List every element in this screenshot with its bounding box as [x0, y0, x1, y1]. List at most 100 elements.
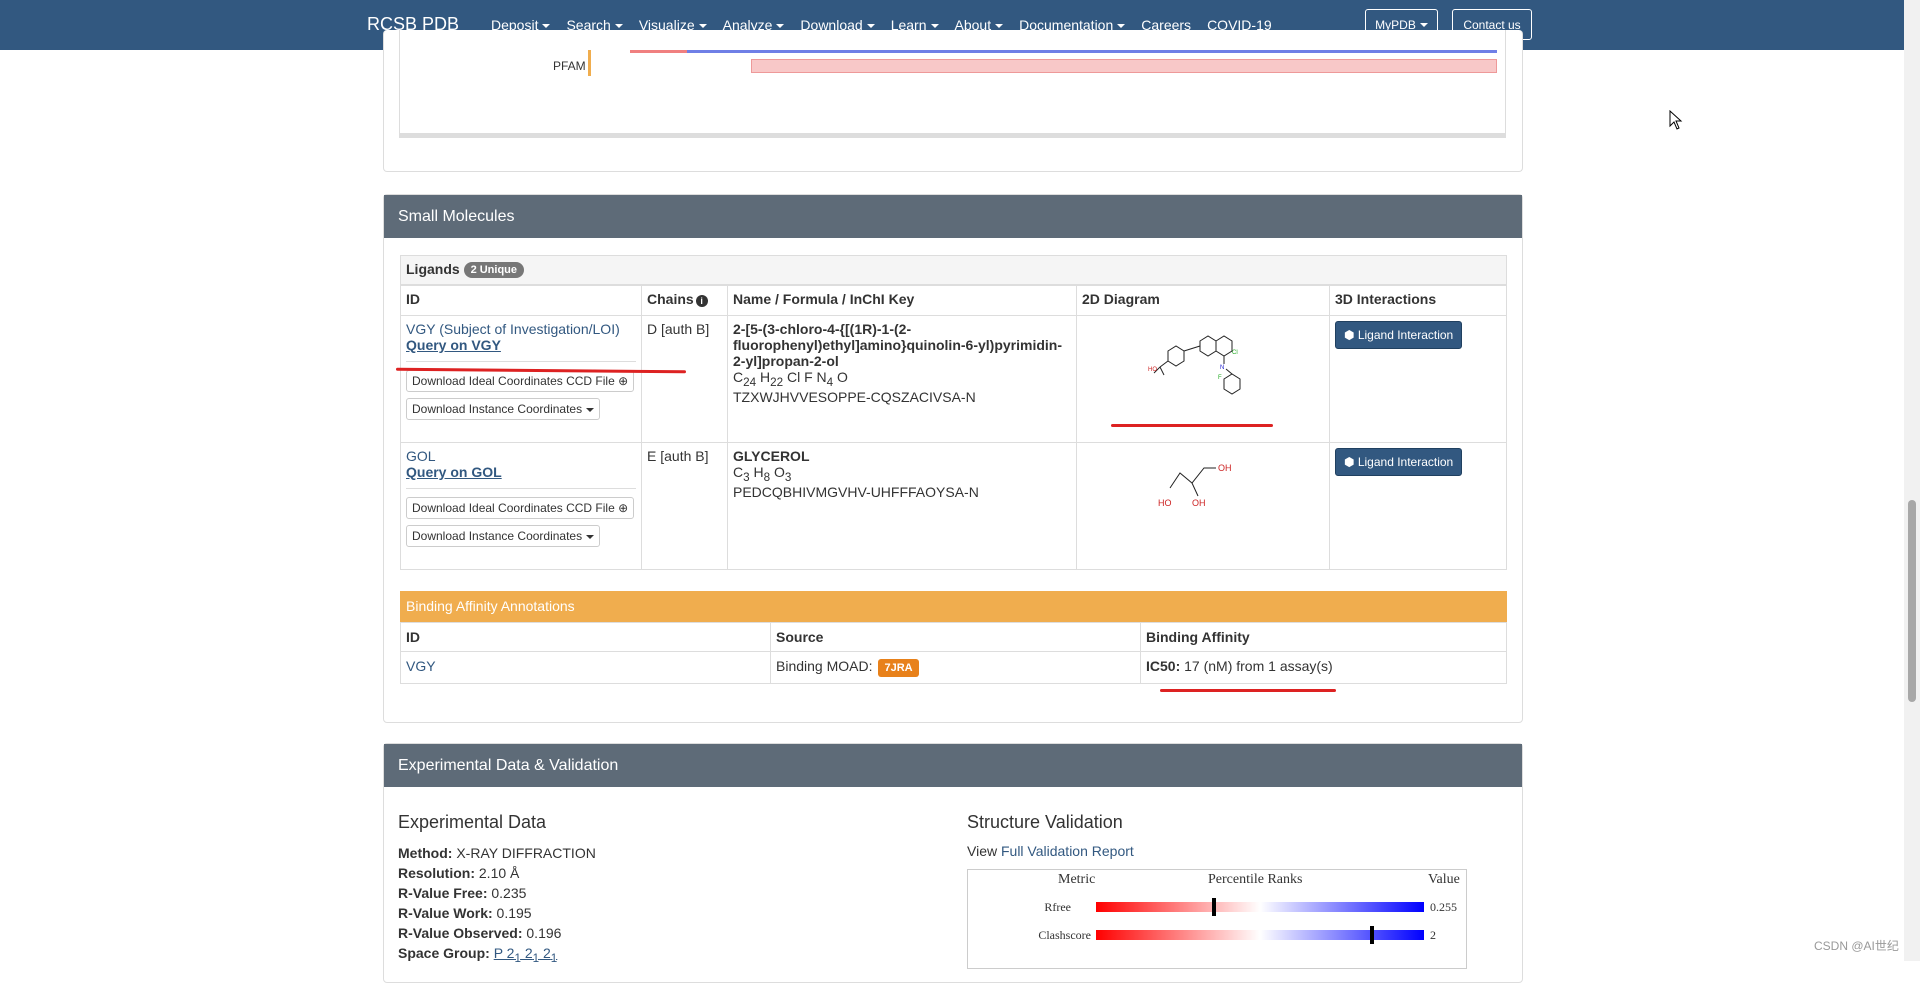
nav-analyze[interactable]: Analyze [715, 17, 793, 33]
cube-icon: ⬢ [1344, 455, 1355, 469]
col-name: Name / Formula / InChI Key [727, 285, 1077, 316]
download-instance-button[interactable]: Download Instance Coordinates [406, 525, 601, 547]
col-id: ID [400, 622, 771, 652]
table-row: VGY Binding MOAD: 7JRA IC50: 17 (nM) from… [400, 651, 1507, 684]
space-group-link[interactable]: P 21 21 21 [493, 945, 558, 965]
nav-covid[interactable]: COVID-19 [1207, 17, 1272, 33]
binding-affinity-cell: IC50: 17 (nM) from 1 assay(s) [1140, 651, 1507, 684]
col-interactions: 3D Interactions [1329, 285, 1507, 316]
caret-down-icon [776, 24, 785, 29]
slider-bar [1096, 930, 1424, 940]
slider-value-header: Value [1428, 872, 1460, 887]
ligand-id-link[interactable]: VGY (Subject of Investigation/LOI) [406, 321, 620, 337]
horizontal-scrollbar[interactable] [399, 133, 1506, 138]
chlorine-atom: Cl [1232, 350, 1238, 356]
interactions-cell: ⬢ Ligand Interaction [1329, 315, 1507, 443]
caret-down-icon [586, 407, 595, 412]
hydroxyl-label: OH [1218, 463, 1232, 473]
track-bar [630, 50, 687, 53]
fluorine-atom: F [1218, 375, 1222, 381]
gol-2d-diagram[interactable]: OH HO OH [1148, 448, 1258, 518]
formula-element: H [759, 369, 771, 385]
slider-marker [1212, 898, 1217, 916]
ligand-interaction-button[interactable]: ⬢ Ligand Interaction [1335, 321, 1463, 349]
col-id: ID [400, 285, 642, 316]
col-affinity: Binding Affinity [1140, 622, 1507, 652]
validation-slider[interactable]: Metric Percentile Ranks Value Rfree 0.25… [967, 869, 1467, 969]
download-ideal-button[interactable]: Download Ideal Coordinates CCD File ⊕ [406, 497, 635, 519]
experimental-data-section: Experimental Data Method: X-RAY DIFFRACT… [398, 812, 596, 969]
caret-down-icon [698, 24, 707, 29]
feature-viewer: PFAM [399, 30, 1506, 138]
panel-heading: Small Molecules [384, 195, 1522, 238]
exp-field: R-Value Work: 0.195 [398, 905, 532, 921]
caret-down-icon [1419, 22, 1428, 27]
slider-marker [1369, 926, 1374, 944]
ligand-interaction-button[interactable]: ⬢ Ligand Interaction [1335, 448, 1463, 476]
brand-logo[interactable]: RCSB PDB [367, 14, 460, 34]
formula-element: C [733, 369, 744, 385]
exp-field: R-Value Free: 0.235 [398, 885, 527, 901]
name-cell: 2-[5-(3-chloro-4-{[(1R)-1-(2-fluoropheny… [727, 315, 1077, 443]
col-diagram: 2D Diagram [1076, 285, 1330, 316]
nav-search[interactable]: Search [558, 17, 630, 33]
download-instance-button[interactable]: Download Instance Coordinates [406, 398, 601, 420]
nav-about[interactable]: About [947, 17, 1012, 33]
query-link[interactable]: Query on VGY [406, 337, 501, 353]
table-header-row: ID Chains i Name / Formula / InChI Key 2D… [400, 285, 1507, 316]
slider-row-value: 2 [1430, 928, 1436, 942]
table-row: GOL Query on GOL Download Ideal Coordina… [400, 442, 1507, 570]
info-icon[interactable]: i [695, 295, 708, 307]
moad-badge[interactable]: 7JRA [878, 659, 919, 677]
chains-cell: E [auth B] [641, 442, 728, 570]
col-source: Source [770, 622, 1141, 652]
nav-download[interactable]: Download [792, 17, 882, 33]
formula: C24 H22 Cl F N4 O [733, 369, 848, 389]
slider-row-name: Rfree [1044, 900, 1071, 914]
ligand-name: 2-[5-(3-chloro-4-{[(1R)-1-(2-fluoropheny… [733, 321, 1062, 369]
exp-field: Method: X-RAY DIFFRACTION [398, 845, 596, 861]
nav-menu: Deposit Search Visualize Analyze Downloa… [483, 0, 1280, 50]
exp-field: R-Value Observed: 0.196 [398, 925, 562, 941]
exp-field: Space Group: P 21 21 21 [398, 945, 558, 965]
download-ideal-button[interactable]: Download Ideal Coordinates CCD File ⊕ [406, 370, 635, 392]
query-link[interactable]: Query on GOL [406, 464, 502, 480]
caret-down-icon [995, 24, 1004, 29]
annotation-underline [1111, 424, 1273, 427]
ligand-id-cell: GOL Query on GOL Download Ideal Coordina… [400, 442, 642, 570]
nav-visualize[interactable]: Visualize [631, 17, 715, 33]
validation-title: Structure Validation [967, 812, 1123, 832]
inchi-key: PEDCQBHIVMGVHV-UHFFFAOYSA-N [733, 483, 979, 500]
slider-percentile-header: Percentile Ranks [1208, 872, 1303, 887]
vgy-2d-diagram[interactable]: Cl N F HO [1148, 321, 1258, 401]
watermark: CSDN @AI世纪 [1814, 939, 1899, 953]
ligand-id-link[interactable]: GOL [406, 448, 436, 464]
caret-down-icon [542, 24, 551, 29]
nav-careers[interactable]: Careers [1141, 17, 1192, 33]
formula: C3 H8 O3 [733, 464, 792, 484]
caret-down-icon [930, 24, 939, 29]
caret-down-icon [614, 24, 623, 29]
ligands-caption: Ligands 2 Unique [400, 255, 1507, 285]
caret-down-icon [866, 24, 875, 29]
binding-id-link[interactable]: VGY [406, 658, 436, 674]
unique-badge: 2 Unique [463, 262, 525, 279]
formula-element: N [816, 369, 827, 385]
slider-bar [1096, 902, 1424, 912]
formula-element: O [837, 369, 848, 385]
name-cell: GLYCEROL C3 H8 O3 PEDCQBHIVMGVHV-UHFFFAO… [727, 442, 1077, 570]
pfam-domain-bar[interactable] [751, 59, 1497, 73]
full-validation-report-link[interactable]: Full Validation Report [1000, 843, 1134, 859]
nav-documentation[interactable]: Documentation [1011, 17, 1133, 33]
experimental-panel: Experimental Data & Validation Experimen… [383, 743, 1523, 983]
pfam-label: PFAM [553, 59, 586, 73]
scroll-thumb[interactable] [1908, 500, 1916, 702]
table-row: VGY (Subject of Investigation/LOI) Query… [400, 315, 1507, 443]
nav-deposit[interactable]: Deposit [483, 17, 558, 33]
formula-element: O [774, 464, 785, 480]
annotation-underline [1160, 689, 1336, 692]
nav-learn[interactable]: Learn [883, 17, 947, 33]
page-scrollbar[interactable] [1904, 0, 1920, 961]
nitrogen-atom: N [1220, 365, 1224, 371]
ligands-table: ID Chains i Name / Formula / InChI Key 2D… [400, 285, 1507, 570]
